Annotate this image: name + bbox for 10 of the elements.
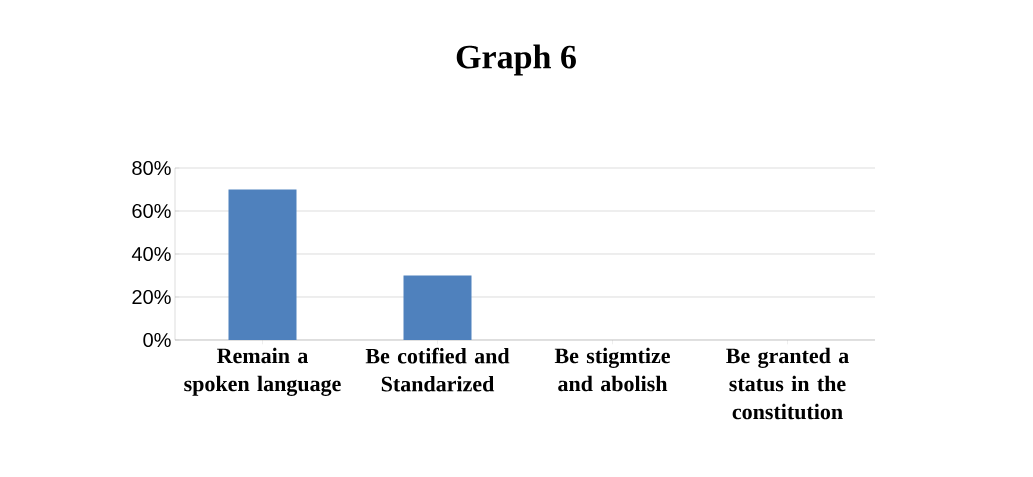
y-tick-label: 80% <box>132 160 171 176</box>
y-tick-label: 60% <box>132 203 171 219</box>
chart-title: Graph 6 <box>456 44 576 76</box>
x-tick-label: Be stigmtize and abolish <box>554 347 670 392</box>
y-tick-label: 40% <box>131 246 171 262</box>
x-tick-label: Remain a spoken language <box>184 347 341 396</box>
x-tick-label: Be cotified and Standarized <box>365 347 510 392</box>
y-tick-label: 0% <box>143 332 171 348</box>
y-tick-label: 20% <box>132 289 171 305</box>
x-tick-label: Be granted a status in the constitution <box>726 347 849 420</box>
